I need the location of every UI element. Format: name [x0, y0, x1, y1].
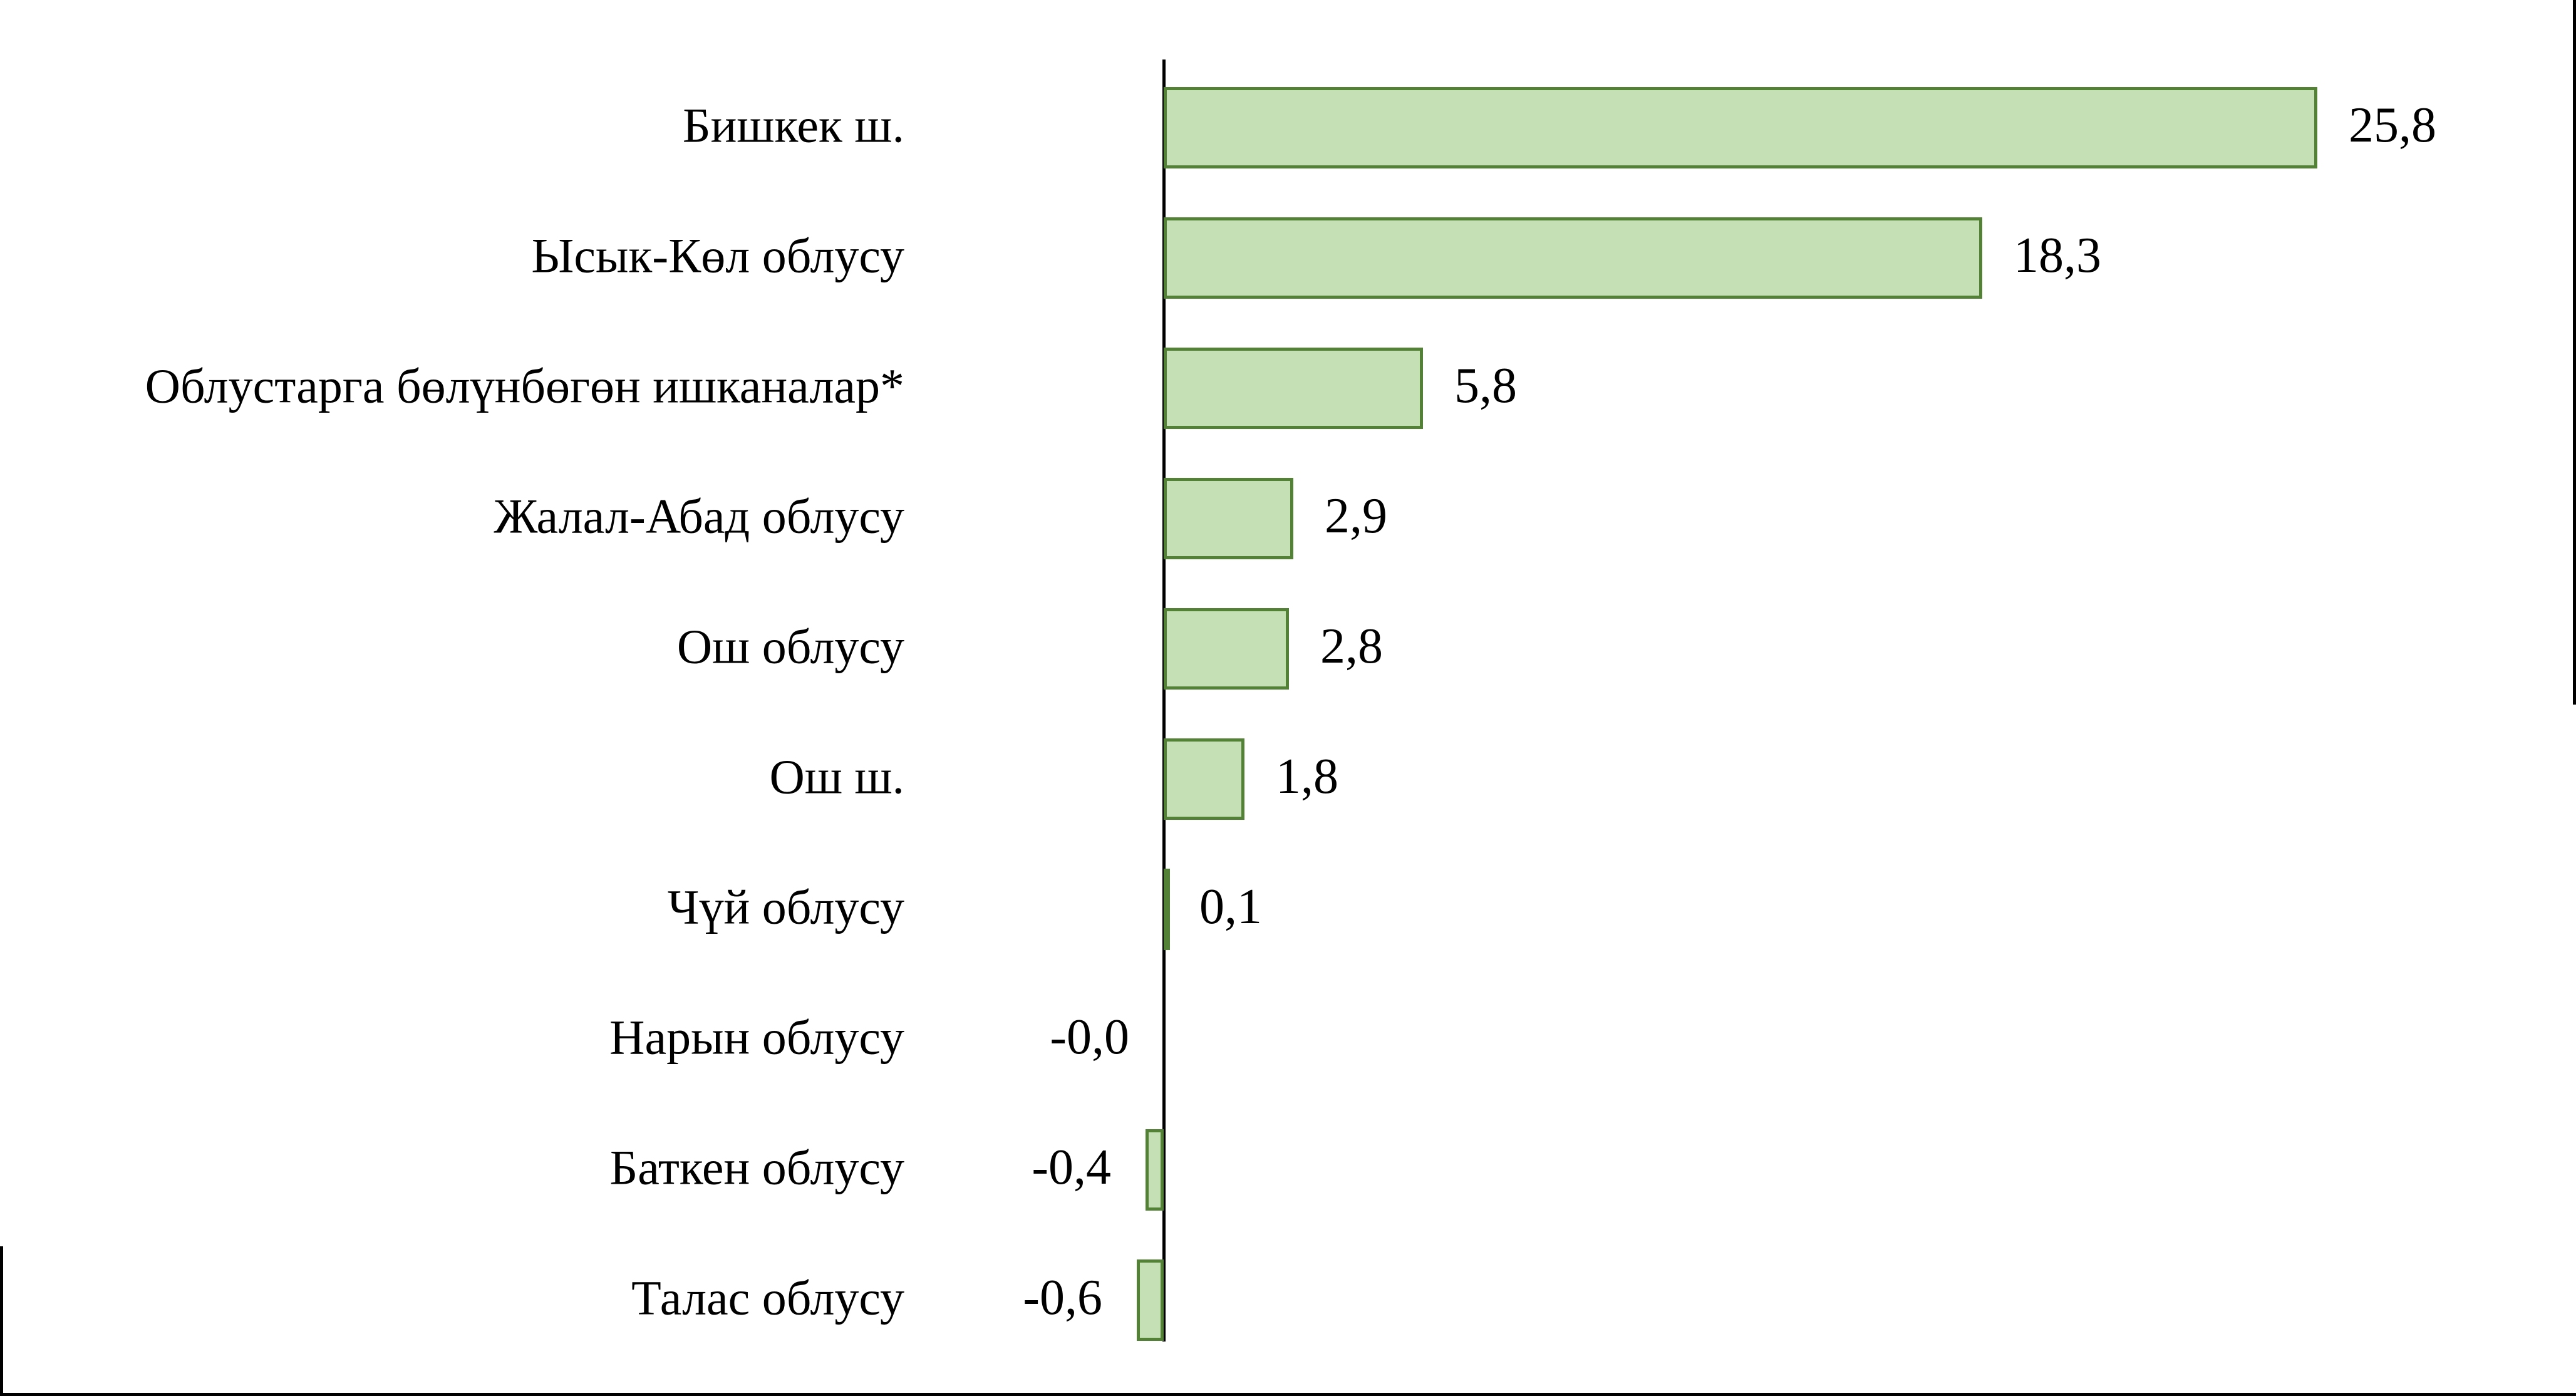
- chart-baseline-axis: [1162, 59, 1166, 1342]
- category-label: Бишкек ш.: [682, 98, 904, 153]
- value-label: -0,4: [1032, 1139, 1111, 1195]
- page-edge-line-left: [0, 1246, 3, 1396]
- value-label: 1,8: [1276, 748, 1338, 804]
- bar-positive: [1164, 217, 1982, 299]
- bar-positive: [1164, 869, 1170, 950]
- value-label: 5,8: [1454, 358, 1517, 413]
- page-edge-line-right: [2573, 0, 2576, 705]
- bar-positive: [1164, 348, 1423, 429]
- value-label: 0,1: [1199, 879, 1262, 934]
- value-label: 2,9: [1325, 488, 1387, 544]
- bar-positive: [1164, 738, 1244, 820]
- category-label: Ысык-Көл облусу: [531, 228, 904, 283]
- bar-positive: [1164, 87, 2317, 168]
- value-label: 2,8: [1320, 618, 1383, 674]
- value-label: 25,8: [2349, 97, 2436, 153]
- category-label: Ош ш.: [769, 749, 904, 804]
- page-edge-line-bottom: [0, 1393, 2576, 1396]
- category-label: Жалал-Абад облусу: [494, 489, 905, 544]
- value-label: -0,6: [1023, 1269, 1102, 1325]
- category-label: Ош облусу: [676, 619, 904, 674]
- bar-positive: [1164, 478, 1293, 559]
- category-label: Облустарга бөлүнбөгөн ишканалар*: [145, 358, 904, 413]
- category-label: Баткен облусу: [609, 1140, 904, 1195]
- value-label: -0,0: [1050, 1009, 1129, 1065]
- bar-negative: [1137, 1259, 1164, 1341]
- bar-negative: [1146, 1129, 1164, 1211]
- category-label: Нарын облусу: [609, 1010, 904, 1065]
- category-label: Талас облусу: [631, 1270, 904, 1325]
- category-label: Чүй облусу: [667, 879, 904, 934]
- bar-positive: [1164, 608, 1289, 690]
- value-label: 18,3: [2014, 227, 2101, 283]
